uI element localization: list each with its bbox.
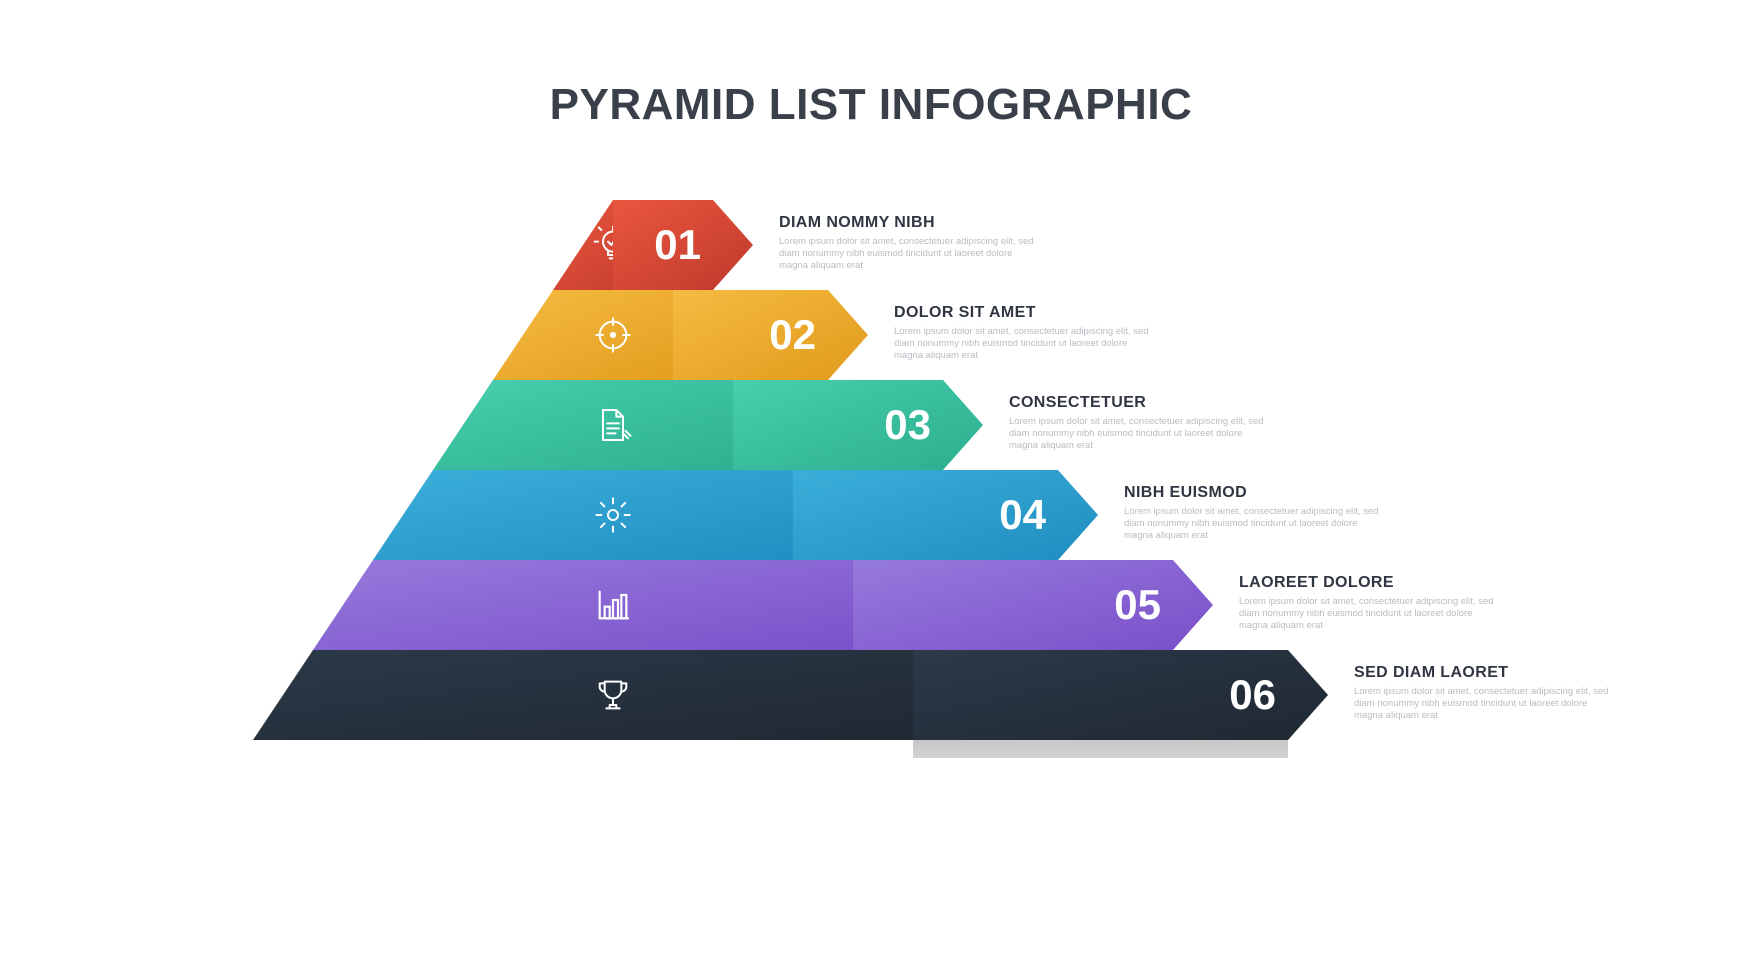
- pyramid-heading-5: LAOREET DOLORE: [1239, 574, 1504, 592]
- pyramid-text-3: CONSECTETUER Lorem ipsum dolor sit amet, …: [1009, 394, 1274, 452]
- pyramid-number-4: 04: [999, 491, 1046, 539]
- pyramid-wedge-6: [253, 650, 973, 740]
- pyramid-row-4: 04: [0, 470, 1742, 560]
- pyramid-heading-1: DIAM NOMMY NIBH: [779, 214, 1044, 232]
- document-icon: [593, 405, 633, 445]
- pyramid-desc-3: Lorem ipsum dolor sit amet, consectetuer…: [1009, 416, 1274, 452]
- pyramid-heading-6: SED DIAM LAORET: [1354, 664, 1619, 682]
- pyramid-wedge-4: [373, 470, 853, 560]
- pyramid-row-3: 03: [0, 380, 1742, 470]
- pyramid-desc-2: Lorem ipsum dolor sit amet, consectetuer…: [894, 326, 1159, 362]
- pyramid-flag-2: 02: [673, 290, 868, 380]
- pyramid-heading-4: NIBH EUISMOD: [1124, 484, 1389, 502]
- pyramid-text-6: SED DIAM LAORET Lorem ipsum dolor sit ame…: [1354, 664, 1619, 722]
- pyramid-flag-3: 03: [733, 380, 983, 470]
- pyramid-flag-6: 06: [913, 650, 1328, 740]
- page-title: PYRAMID LIST INFOGRAPHIC: [0, 80, 1742, 130]
- barchart-icon: [593, 585, 633, 625]
- pyramid-heading-2: DOLOR SIT AMET: [894, 304, 1159, 322]
- pyramid-row-2: 02: [0, 290, 1742, 380]
- gear-icon: [593, 495, 633, 535]
- pyramid-number-2: 02: [769, 311, 816, 359]
- pyramid-shadow-6: [913, 740, 1288, 830]
- pyramid-stage: 01 DIAM NOMMY NIBH Lorem ipsum dolor sit a…: [0, 200, 1742, 760]
- pyramid-number-6: 06: [1229, 671, 1276, 719]
- pyramid-desc-4: Lorem ipsum dolor sit amet, consectetuer…: [1124, 506, 1389, 542]
- pyramid-number-5: 05: [1114, 581, 1161, 629]
- pyramid-desc-6: Lorem ipsum dolor sit amet, consectetuer…: [1354, 686, 1619, 722]
- pyramid-desc-5: Lorem ipsum dolor sit amet, consectetuer…: [1239, 596, 1504, 632]
- target-icon: [593, 315, 633, 355]
- pyramid-desc-1: Lorem ipsum dolor sit amet, consectetuer…: [779, 236, 1044, 272]
- pyramid-flag-5: 05: [853, 560, 1213, 650]
- pyramid-number-3: 03: [884, 401, 931, 449]
- pyramid-wedge-5: [313, 560, 913, 650]
- pyramid-flag-4: 04: [793, 470, 1098, 560]
- pyramid-heading-3: CONSECTETUER: [1009, 394, 1274, 412]
- pyramid-number-1: 01: [654, 221, 701, 269]
- pyramid-text-5: LAOREET DOLORE Lorem ipsum dolor sit amet…: [1239, 574, 1504, 632]
- pyramid-text-4: NIBH EUISMOD Lorem ipsum dolor sit amet, …: [1124, 484, 1389, 542]
- pyramid-flag-1: 01: [613, 200, 753, 290]
- pyramid-text-2: DOLOR SIT AMET Lorem ipsum dolor sit amet…: [894, 304, 1159, 362]
- trophy-icon: [593, 675, 633, 715]
- pyramid-text-1: DIAM NOMMY NIBH Lorem ipsum dolor sit ame…: [779, 214, 1044, 272]
